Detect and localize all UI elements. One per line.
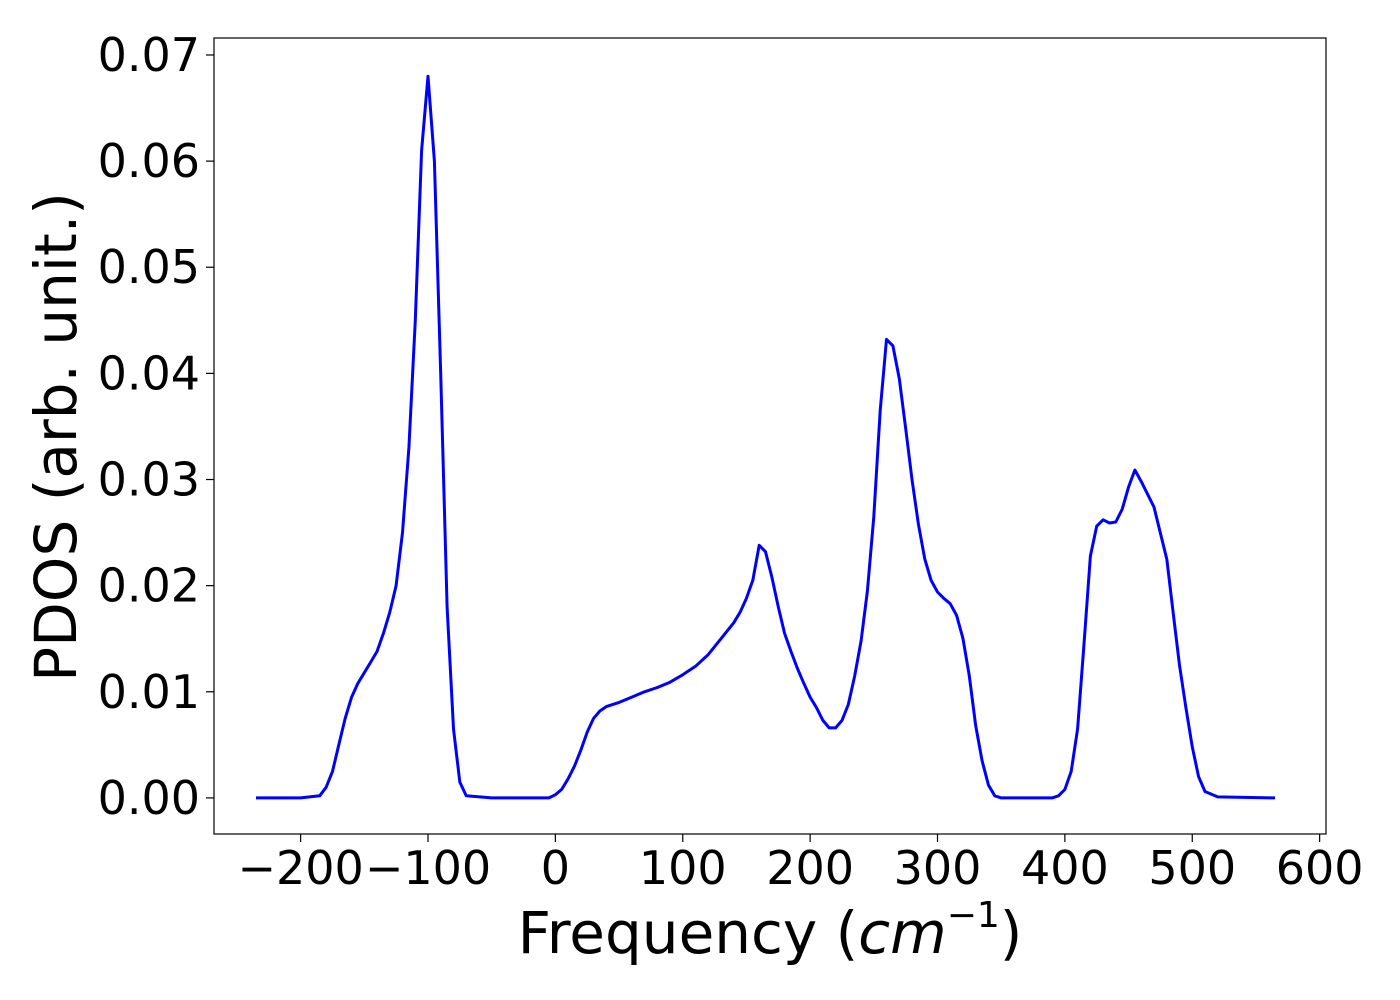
x-tick-label: −100 xyxy=(365,841,491,895)
plot-area xyxy=(256,74,1276,800)
x-tick-label: 0 xyxy=(541,841,570,895)
x-tick-label: 200 xyxy=(766,841,854,895)
x-tick-label: 100 xyxy=(639,841,727,895)
pdos-series-line xyxy=(256,74,1276,800)
x-axis: −200 −100 0 100 200 300 400 500 600 xyxy=(237,834,1364,895)
y-tick-label: 0.04 xyxy=(98,346,200,400)
x-tick-label: −200 xyxy=(237,841,363,895)
y-tick-label: 0.03 xyxy=(98,453,200,507)
plot-frame xyxy=(213,37,1327,835)
y-tick-label: 0.02 xyxy=(98,559,200,613)
x-axis-label: Frequency (cm−1) xyxy=(518,895,1023,967)
y-tick-label: 0.07 xyxy=(98,28,200,82)
x-tick-label: 300 xyxy=(894,841,982,895)
x-tick-label: 400 xyxy=(1021,841,1109,895)
y-tick-label: 0.00 xyxy=(98,771,200,825)
y-axis-label: PDOS (arb. unit.) xyxy=(22,192,90,682)
y-axis: 0.00 0.01 0.02 0.03 0.04 0.05 0.06 0.07 xyxy=(98,28,214,825)
x-tick-label: 500 xyxy=(1148,841,1236,895)
y-tick-label: 0.01 xyxy=(98,665,200,719)
y-tick-label: 0.06 xyxy=(98,134,200,188)
y-tick-label: 0.05 xyxy=(98,240,200,294)
x-tick-label: 600 xyxy=(1276,841,1364,895)
